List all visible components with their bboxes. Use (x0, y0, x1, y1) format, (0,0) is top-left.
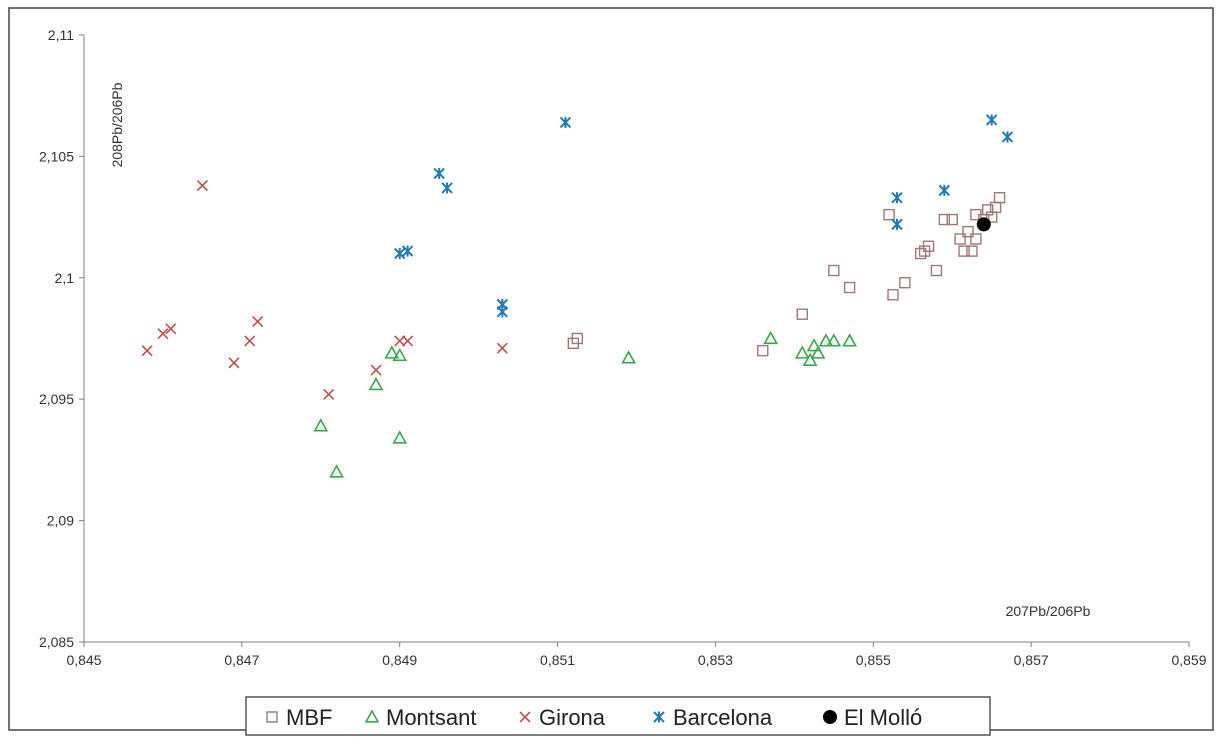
data-point-barcelona (394, 247, 406, 260)
data-point-girona (244, 335, 256, 347)
data-point-girona (323, 388, 335, 400)
legend-marker-barcelona (653, 711, 665, 723)
data-point-girona (165, 323, 177, 335)
data-point-girona (496, 342, 508, 354)
data-point-mbf (914, 247, 927, 260)
data-point-montsant (329, 464, 344, 478)
legend: MBF Montsant Girona Barcelona El Molló (245, 696, 991, 736)
data-point-mbf (938, 213, 951, 226)
chart-frame (8, 7, 1214, 731)
data-point-montsant (810, 345, 826, 359)
data-point-barcelona (401, 245, 414, 257)
series-mbf (567, 191, 1006, 357)
data-point-montsant (818, 333, 834, 347)
data-point-montsant (392, 347, 408, 362)
data-point-montsant (763, 330, 779, 345)
data-point-mbf (922, 240, 935, 252)
data-point-girona (370, 364, 382, 376)
data-point-montsant (621, 350, 636, 364)
x-tick-label: 0,847 (224, 652, 259, 668)
legend-label-girona: Girona (539, 705, 606, 730)
data-point-montsant (802, 352, 818, 366)
data-point-girona (228, 357, 240, 369)
data-point-barcelona (433, 167, 445, 180)
data-point-mbf (796, 308, 808, 320)
data-point-montsant (384, 345, 400, 359)
x-tick-label: 0,845 (66, 652, 101, 668)
x-tick-label: 0,857 (1014, 652, 1049, 668)
y-tick-label: 2,095 (39, 391, 74, 407)
legend-marker-girona (519, 711, 531, 723)
y-axis-title: 208Pb/206Pb (109, 82, 125, 167)
series-montsant (313, 330, 857, 478)
x-tick-label: 0,849 (382, 652, 417, 668)
data-point-mbf (954, 233, 966, 245)
data-point-mbf (757, 344, 769, 357)
y-tick-label: 2,105 (39, 148, 74, 164)
axes: 2,085 2,09 2,095 2,1 2,105 2,11 0,845 0,847 0,84… (39, 27, 1207, 668)
legend-marker-mbf (266, 711, 278, 723)
data-point-barcelona (441, 182, 453, 194)
data-point-montsant (806, 338, 822, 352)
data-point-montsant (826, 333, 842, 347)
data-point-barcelona (891, 191, 903, 204)
x-axis-title: 207Pb/206Pb (1006, 603, 1091, 619)
data-point-mbf (899, 276, 911, 289)
data-point-girona (394, 335, 406, 347)
data-point-barcelona (496, 306, 509, 318)
y-tick-label: 2,11 (48, 27, 74, 43)
data-point-mbf (993, 191, 1006, 204)
data-point-girona (402, 335, 414, 347)
data-point-barcelona (1001, 131, 1014, 143)
data-point-montsant (313, 418, 329, 432)
legend-label-barcelona: Barcelona (673, 705, 773, 730)
data-point-mbf (982, 204, 994, 216)
data-point-mbf (571, 332, 584, 345)
series-girona (141, 179, 508, 400)
x-tick-label: 0,853 (698, 652, 733, 668)
data-point-mbf (958, 245, 970, 257)
data-point-girona (141, 345, 153, 357)
data-point-barcelona (891, 218, 903, 231)
y-tick-label: 2,085 (39, 634, 74, 650)
x-tick-label: 0,855 (856, 652, 891, 668)
data-point-montsant (794, 345, 810, 359)
data-point-mbf (946, 213, 958, 226)
data-point-barcelona (559, 116, 572, 129)
data-point-mbf (828, 264, 840, 277)
data-point-mbf (930, 264, 943, 277)
data-point-mbf (962, 225, 974, 238)
legend-label-montsant: Montsant (386, 705, 477, 730)
data-point-montsant (368, 376, 384, 391)
data-points (141, 114, 1014, 478)
legend-label-mbf: MBF (286, 705, 332, 730)
series-barcelona (394, 114, 1014, 318)
data-point-el-moll (976, 217, 991, 232)
data-point-girona (196, 179, 208, 192)
data-point-barcelona (985, 114, 998, 126)
y-tick-label: 2,1 (55, 270, 75, 286)
y-tick-label: 2,09 (47, 513, 74, 529)
data-point-montsant (842, 333, 857, 347)
data-point-montsant (392, 430, 408, 444)
series-el-moll (976, 217, 991, 232)
data-point-girona (252, 315, 264, 328)
data-point-mbf (843, 281, 856, 294)
data-point-mbf (970, 233, 982, 245)
legend-label-el-moll: El Molló (844, 705, 922, 730)
legend-marker-el-moll (823, 710, 837, 724)
data-point-girona (157, 328, 169, 340)
legend-marker-montsant (364, 709, 380, 723)
x-tick-label: 0,851 (540, 652, 575, 668)
data-point-mbf (887, 289, 899, 301)
data-point-barcelona (938, 184, 951, 197)
data-point-mbf (966, 245, 978, 257)
data-point-mbf (883, 208, 895, 221)
x-tick-label: 0,859 (1171, 652, 1206, 668)
